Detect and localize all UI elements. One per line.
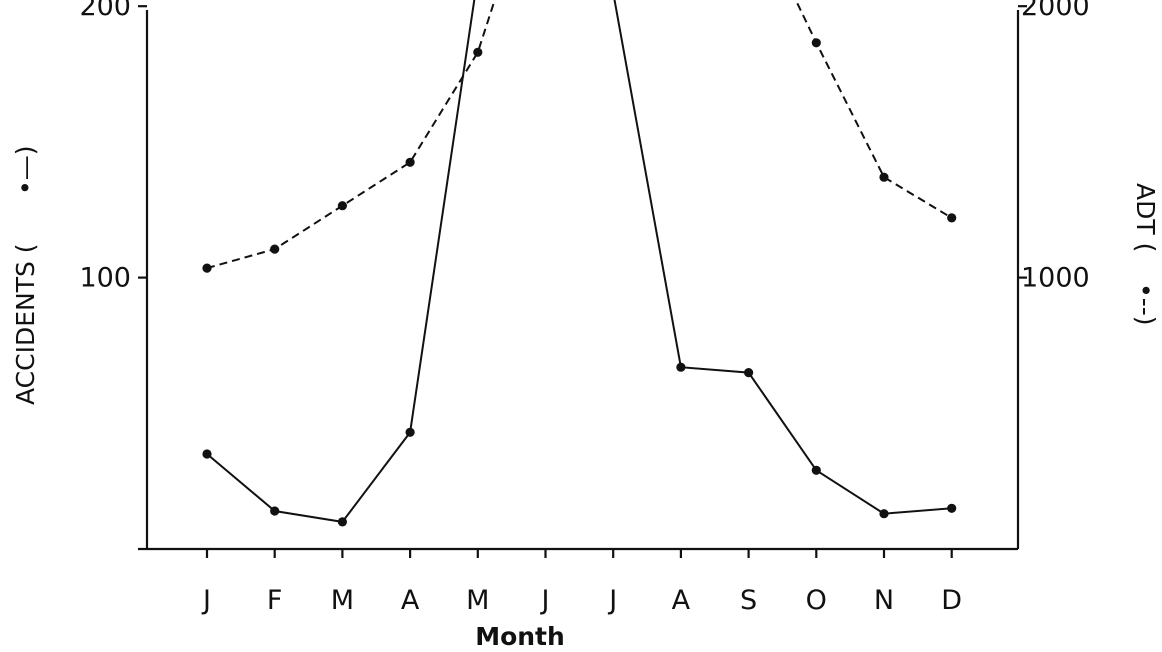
x-tick-label: M xyxy=(466,585,489,616)
data-point-adt xyxy=(406,158,415,167)
x-tick-label: A xyxy=(672,585,691,616)
data-point-adt xyxy=(812,38,821,47)
left-tick-label: 100 xyxy=(79,263,131,294)
x-tick-label: J xyxy=(201,585,211,616)
series-layer xyxy=(202,0,956,527)
series-line-accidents xyxy=(207,0,952,522)
x-tick-label: A xyxy=(401,585,420,616)
x-tick-label: D xyxy=(941,585,962,616)
data-point-accidents xyxy=(947,504,956,513)
right-tick-label: 2000 xyxy=(1021,0,1090,22)
right-axis-legend-symbol: •--) xyxy=(1131,283,1160,326)
left-axis-legend-symbol: •—) xyxy=(11,146,40,196)
data-point-accidents xyxy=(812,466,821,475)
right-tick-label: 1000 xyxy=(1021,263,1090,294)
x-tick-label: F xyxy=(267,585,283,616)
axes xyxy=(138,10,1018,549)
right-y-ticks: 100020003000 xyxy=(1018,0,1090,294)
data-point-adt xyxy=(338,201,347,210)
left-y-ticks: 100200300 xyxy=(79,0,147,294)
data-point-adt xyxy=(202,264,211,273)
data-point-adt xyxy=(879,173,888,182)
data-point-adt xyxy=(473,48,482,57)
data-point-accidents xyxy=(406,428,415,437)
data-point-accidents xyxy=(744,368,753,377)
left-axis-title: ACCIDENTS ( •—) xyxy=(11,146,40,406)
x-tick-label: J xyxy=(540,585,550,616)
data-point-adt xyxy=(947,213,956,222)
x-tick-label: S xyxy=(740,585,757,616)
x-tick-label: O xyxy=(806,585,827,616)
right-axis-label: ADT ( xyxy=(1131,183,1160,252)
x-tick-label: M xyxy=(331,585,354,616)
data-point-accidents xyxy=(270,506,279,515)
left-tick-label: 200 xyxy=(79,0,131,22)
data-point-adt xyxy=(270,245,279,254)
x-tick-label: N xyxy=(874,585,894,616)
data-point-accidents xyxy=(202,449,211,458)
data-point-accidents xyxy=(879,509,888,518)
data-point-accidents xyxy=(338,517,347,526)
series-line-adt xyxy=(207,0,952,268)
left-axis-label: ACCIDENTS ( xyxy=(11,243,40,405)
right-axis-title: ADT ( •--) xyxy=(1131,183,1160,326)
data-point-accidents xyxy=(676,363,685,372)
x-axis-title: Month xyxy=(475,622,565,651)
x-tick-label: J xyxy=(607,585,617,616)
